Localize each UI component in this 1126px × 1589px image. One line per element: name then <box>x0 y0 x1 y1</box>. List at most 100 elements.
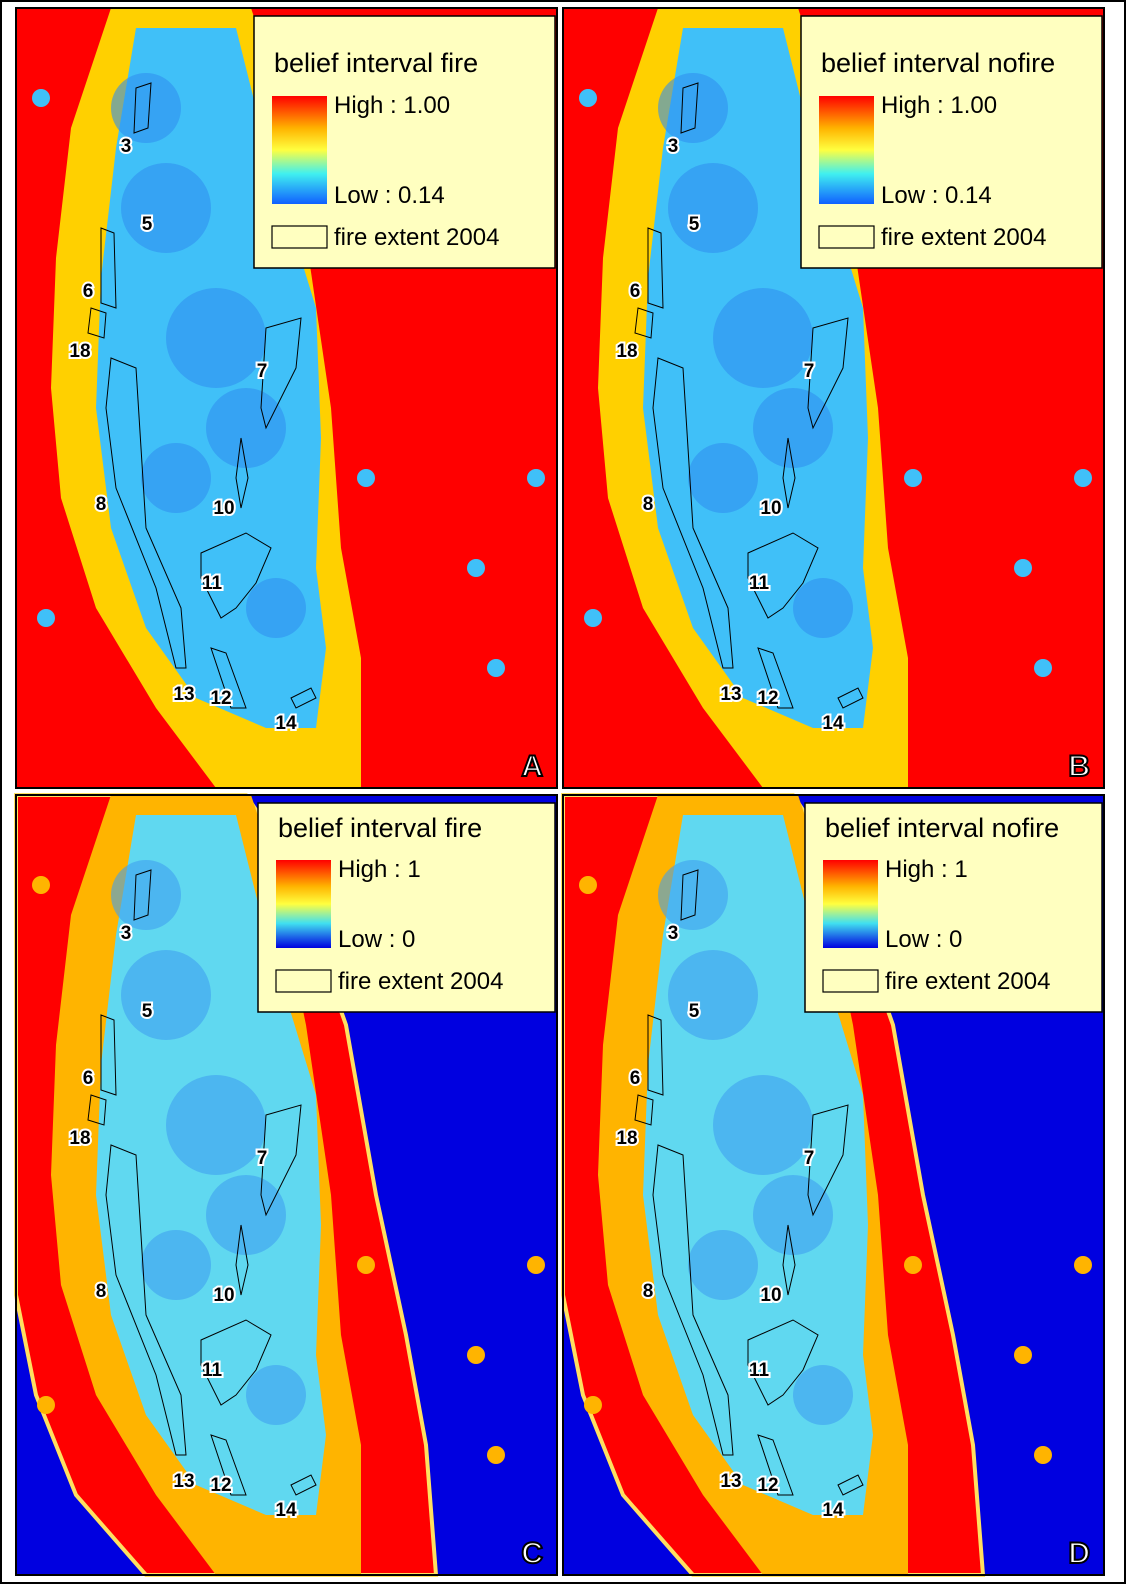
legend-title: belief interval nofire <box>825 813 1059 843</box>
isolated-cell <box>467 559 485 577</box>
area-label: 7 <box>257 1148 268 1169</box>
area-label: 8 <box>96 1281 107 1302</box>
legend-high: High : 1 <box>885 856 968 883</box>
legend-high: High : 1 <box>338 856 421 883</box>
low-belief-area <box>121 163 211 253</box>
low-belief-area <box>658 73 728 143</box>
area-label: 11 <box>202 1360 223 1381</box>
area-label: 6 <box>83 281 94 302</box>
area-label: 7 <box>804 361 815 382</box>
area-label: 3 <box>668 136 679 157</box>
isolated-cell <box>527 469 545 487</box>
area-label: 18 <box>616 1128 637 1149</box>
low-belief-area <box>658 860 728 930</box>
low-belief-area <box>166 288 266 388</box>
low-belief-area <box>111 860 181 930</box>
isolated-cell <box>467 1346 485 1364</box>
legend-low: Low : 0 <box>338 926 415 953</box>
area-label: 13 <box>720 1471 741 1492</box>
isolated-cell <box>1074 1256 1092 1274</box>
area-label: 5 <box>689 1001 700 1022</box>
area-label: 6 <box>630 1068 641 1089</box>
area-label: 12 <box>757 688 778 709</box>
area-label: 12 <box>757 1475 778 1496</box>
legend-low: Low : 0.14 <box>881 182 992 209</box>
area-label: 8 <box>96 494 107 515</box>
legend: belief interval fire High : 1 Low : 0 fire … <box>258 803 555 1012</box>
isolated-cell <box>584 1396 602 1414</box>
area-label: 14 <box>275 713 297 734</box>
isolated-cell <box>904 469 922 487</box>
area-label: 10 <box>213 1285 234 1306</box>
area-label: 3 <box>121 136 132 157</box>
isolated-cell <box>579 876 597 894</box>
low-belief-area <box>206 388 286 468</box>
area-label: 10 <box>760 1285 781 1306</box>
area-label: 11 <box>202 573 223 594</box>
isolated-cell <box>579 89 597 107</box>
isolated-cell <box>584 609 602 627</box>
area-label: 18 <box>69 341 90 362</box>
low-belief-area <box>668 950 758 1040</box>
panel-letter: A <box>521 750 543 783</box>
area-label: 11 <box>749 1360 770 1381</box>
isolated-cell <box>32 876 50 894</box>
area-label: 14 <box>275 1500 297 1521</box>
isolated-cell <box>32 89 50 107</box>
area-label: 10 <box>760 498 781 519</box>
legend-gradient <box>823 860 878 948</box>
low-belief-area <box>141 443 211 513</box>
area-label: 8 <box>643 1281 654 1302</box>
low-belief-area <box>246 1365 306 1425</box>
legend-low: Low : 0 <box>885 926 962 953</box>
area-label: 7 <box>804 1148 815 1169</box>
panel-letter: B <box>1068 750 1090 783</box>
area-label: 18 <box>616 341 637 362</box>
legend-outline: fire extent 2004 <box>881 224 1046 251</box>
area-label: 12 <box>210 688 231 709</box>
area-label: 3 <box>668 923 679 944</box>
isolated-cell <box>1014 1346 1032 1364</box>
low-belief-area <box>141 1230 211 1300</box>
area-label: 3 <box>121 923 132 944</box>
isolated-cell <box>1034 659 1052 677</box>
legend-high: High : 1.00 <box>881 92 997 119</box>
figure: 3 5 6 18 7 8 10 11 13 12 14 belief interval fire Hig… <box>0 0 1126 1584</box>
area-label: 11 <box>749 573 770 594</box>
area-label: 10 <box>213 498 234 519</box>
isolated-cell <box>1014 559 1032 577</box>
low-belief-area <box>688 1230 758 1300</box>
low-belief-area <box>793 578 853 638</box>
low-belief-area <box>111 73 181 143</box>
legend-gradient <box>819 96 874 204</box>
low-belief-area <box>713 288 813 388</box>
isolated-cell <box>357 1256 375 1274</box>
area-label: 14 <box>822 713 844 734</box>
area-label: 13 <box>173 1471 194 1492</box>
panel-letter: D <box>1068 1537 1090 1570</box>
area-label: 5 <box>142 1001 153 1022</box>
low-belief-area <box>688 443 758 513</box>
map-panel: 35618781011131214belief interval fireHig… <box>16 795 557 1575</box>
isolated-cell <box>487 1446 505 1464</box>
legend-title: belief interval fire <box>278 813 482 843</box>
low-belief-area <box>753 1175 833 1255</box>
area-label: 8 <box>643 494 654 515</box>
area-label: 6 <box>83 1068 94 1089</box>
isolated-cell <box>37 609 55 627</box>
isolated-cell <box>357 469 375 487</box>
area-label: 7 <box>257 361 268 382</box>
legend-gradient <box>276 860 331 948</box>
low-belief-area <box>121 950 211 1040</box>
map-panel: 35618781011131214belief interval nofireH… <box>563 795 1104 1575</box>
legend-outline: fire extent 2004 <box>338 968 503 995</box>
area-label: 13 <box>173 684 194 705</box>
isolated-cell <box>37 1396 55 1414</box>
low-belief-area <box>668 163 758 253</box>
isolated-cell <box>904 1256 922 1274</box>
legend-low: Low : 0.14 <box>334 182 445 209</box>
legend: belief interval nofireHigh : 1Low : 0fir… <box>805 803 1102 1012</box>
area-label: 18 <box>69 1128 90 1149</box>
